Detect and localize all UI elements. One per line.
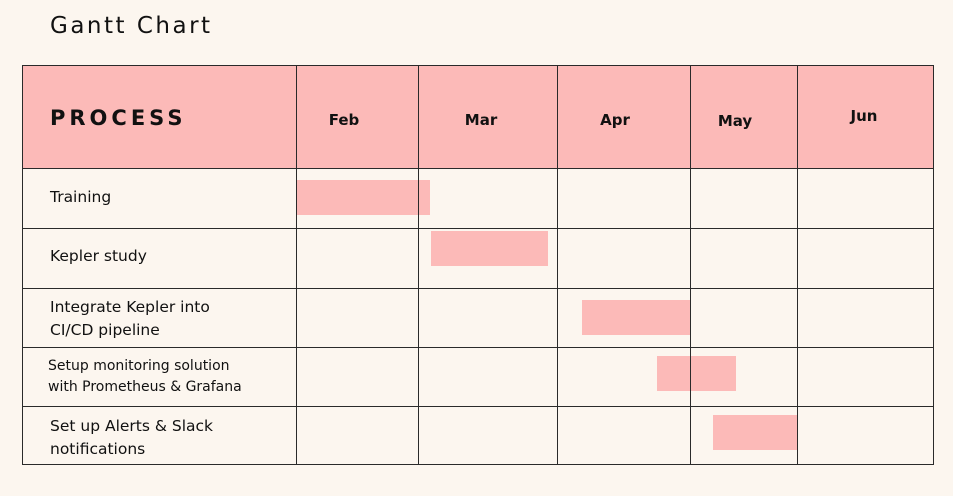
header-background [22,65,934,168]
month-header-apr: Apr [600,111,630,129]
task-label: Kepler study [50,247,147,265]
month-header-feb: Feb [329,111,360,129]
month-header-may: May [718,112,753,130]
header-row [22,65,934,168]
table-text: PROCESS Feb Mar Apr May Jun Training Kepler stu… [48,106,877,458]
task-label: CI/CD pipeline [50,321,160,339]
task-label: Setup monitoring solution [48,358,230,374]
process-column-header: PROCESS [50,106,186,130]
gantt-bar [297,180,430,215]
month-header-mar: Mar [465,111,498,129]
task-bars [297,180,797,450]
table-border [22,65,934,465]
page-title: Gantt Chart [50,13,213,39]
task-label: Training [49,188,111,206]
task-label: Set up Alerts & Slack [50,417,213,435]
month-header-jun: Jun [850,107,878,125]
gantt-bar [713,415,797,450]
task-label: notifications [50,440,145,458]
gantt-bar [582,300,690,335]
task-label: with Prometheus & Grafana [48,379,242,395]
table-grid [22,65,934,465]
gantt-bar [657,356,736,391]
task-label: Integrate Kepler into [50,298,210,316]
gantt-bar [431,231,548,266]
